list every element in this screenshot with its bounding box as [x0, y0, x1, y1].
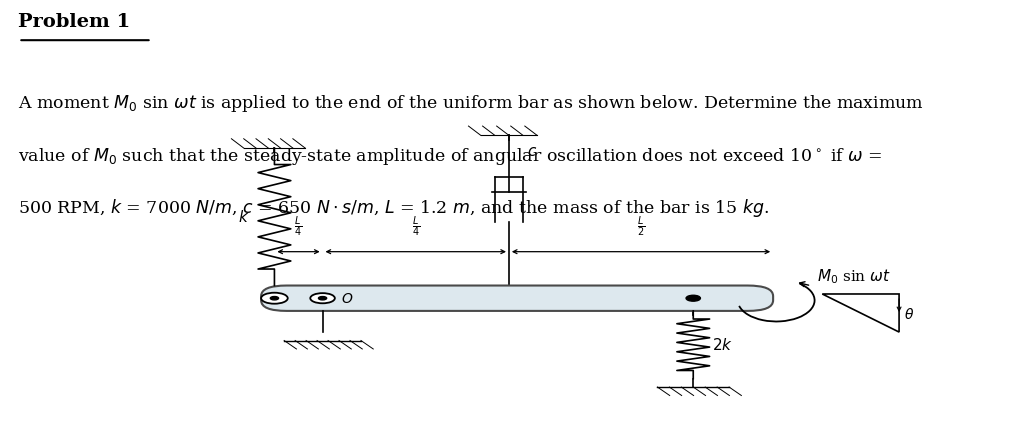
Text: $\theta$: $\theta$: [904, 308, 914, 322]
Text: Problem 1: Problem 1: [18, 13, 131, 31]
Text: $\frac{L}{4}$: $\frac{L}{4}$: [412, 214, 420, 239]
FancyBboxPatch shape: [261, 286, 773, 311]
Text: $\frac{L}{2}$: $\frac{L}{2}$: [637, 214, 645, 239]
Text: $k$: $k$: [238, 209, 249, 225]
Text: $c$: $c$: [527, 145, 538, 159]
Text: 500 RPM, $k$ = 7000 $N/m$, $c$ = 650 $N \cdot s/m$, $L$ = 1.2 $m$, and the mass : 500 RPM, $k$ = 7000 $N/m$, $c$ = 650 $N …: [18, 197, 770, 219]
Text: $O$: $O$: [341, 292, 353, 307]
Text: value of $M_0$ such that the steady-state amplitude of angular oscillation does : value of $M_0$ such that the steady-stat…: [18, 146, 883, 167]
Circle shape: [310, 293, 335, 303]
Text: $M_0$ sin $\omega t$: $M_0$ sin $\omega t$: [817, 268, 891, 286]
Text: $2k$: $2k$: [712, 337, 733, 353]
Circle shape: [270, 297, 279, 300]
Circle shape: [261, 293, 288, 304]
Text: $\frac{L}{4}$: $\frac{L}{4}$: [295, 214, 302, 239]
Circle shape: [686, 295, 700, 301]
Circle shape: [318, 297, 327, 300]
Text: A moment $M_0$ sin $\omega t$ is applied to the end of the uniform bar as shown : A moment $M_0$ sin $\omega t$ is applied…: [18, 93, 925, 114]
